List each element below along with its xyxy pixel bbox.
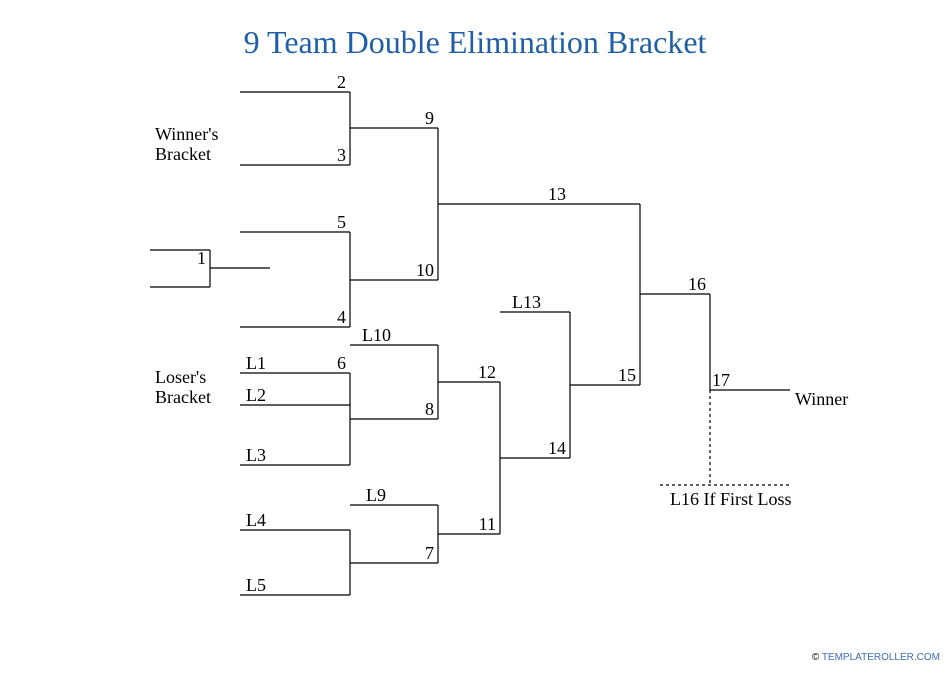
svg-text:6: 6 (337, 353, 346, 373)
svg-text:11: 11 (479, 514, 496, 534)
svg-text:4: 4 (337, 307, 346, 327)
svg-text:L1: L1 (246, 353, 266, 373)
svg-text:12: 12 (478, 362, 496, 382)
svg-text:L2: L2 (246, 385, 266, 405)
svg-text:1: 1 (197, 248, 206, 268)
svg-text:L16 If First Loss: L16 If First Loss (670, 489, 792, 509)
svg-text:3: 3 (337, 145, 346, 165)
svg-text:L13: L13 (512, 292, 541, 312)
svg-text:15: 15 (618, 365, 636, 385)
svg-text:17: 17 (712, 370, 730, 390)
footer-credit: © TEMPLATEROLLER.COM (812, 652, 940, 663)
bracket-diagram: 2 3 9 5 4 10 1 13 6 L1 L2 L3 8 L4 L5 7 L10 12 L9 11 14 L13 15 1… (0, 0, 950, 673)
svg-text:9: 9 (425, 108, 434, 128)
svg-text:16: 16 (688, 274, 706, 294)
losers-bracket-label: Loser's Bracket (155, 368, 211, 408)
winners-bracket-label: Winner's Bracket (155, 125, 219, 165)
svg-text:2: 2 (337, 72, 346, 92)
svg-text:L5: L5 (246, 575, 266, 595)
footer-link[interactable]: TEMPLATEROLLER.COM (822, 652, 940, 663)
svg-text:L4: L4 (246, 510, 266, 530)
svg-text:7: 7 (425, 543, 434, 563)
svg-text:L10: L10 (362, 325, 391, 345)
svg-text:5: 5 (337, 212, 346, 232)
svg-text:L9: L9 (366, 485, 386, 505)
svg-text:13: 13 (548, 184, 566, 204)
svg-text:8: 8 (425, 399, 434, 419)
svg-text:14: 14 (548, 438, 566, 458)
svg-text:10: 10 (416, 260, 434, 280)
svg-text:L3: L3 (246, 445, 266, 465)
svg-text:Winner: Winner (795, 389, 848, 409)
